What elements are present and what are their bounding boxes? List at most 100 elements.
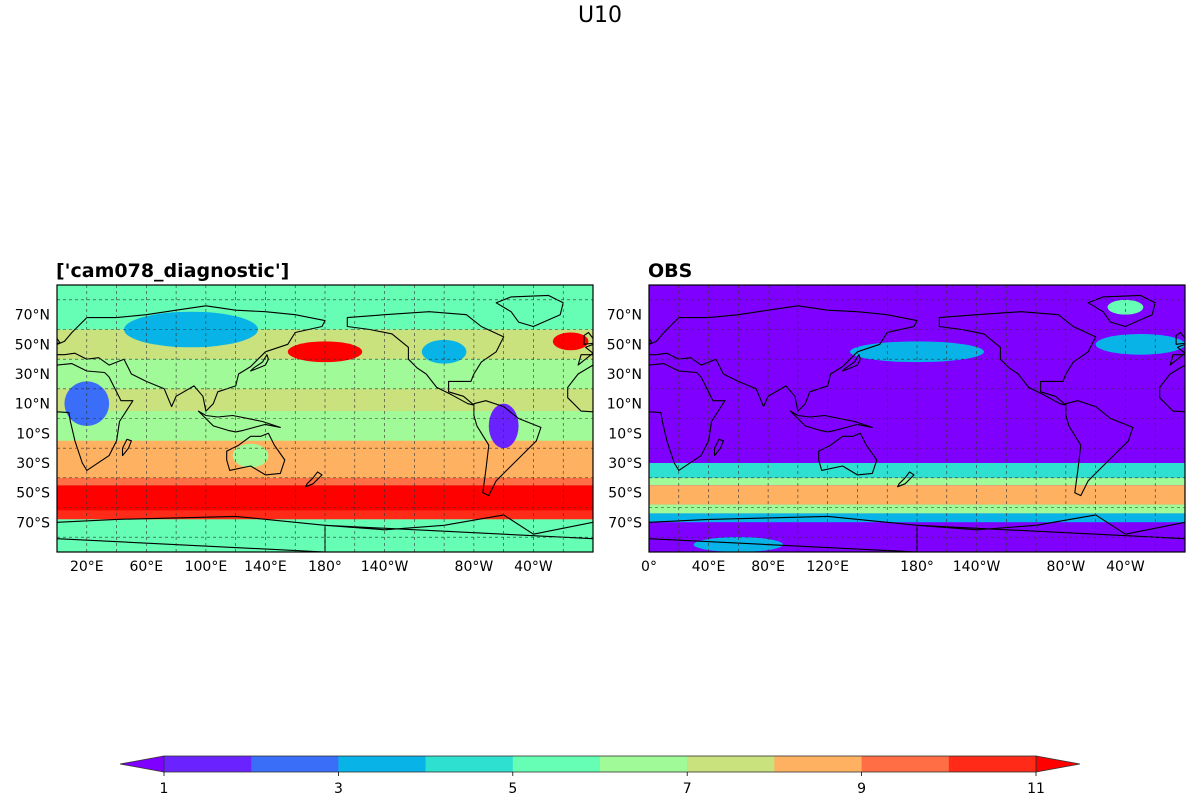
field-band [57, 477, 593, 486]
colorbar-extend-high [1035, 755, 1081, 773]
coastline [57, 363, 134, 471]
coastline [226, 432, 286, 476]
coastline [1087, 294, 1156, 328]
panel-model: ['cam078_diagnostic'] 70°N 50°N 30°N 10°N 10… [0, 260, 594, 575]
colorbar-tick-label: 7 [683, 781, 692, 797]
panel-model-gridlines [57, 285, 593, 552]
lat-tick-label: 70°N [15, 308, 50, 324]
lat-tick-label: 70°N [607, 308, 642, 324]
field-feature [64, 381, 110, 426]
panel-obs-title: OBS [648, 260, 692, 282]
lon-tick-label: 20°E [70, 559, 104, 575]
coastline [649, 305, 918, 412]
lon-tick-label: 40°W [514, 559, 553, 575]
field-feature [1107, 299, 1144, 315]
coastline [57, 305, 326, 412]
lon-tick-label: 140°E [244, 559, 287, 575]
colorbar-segment [861, 756, 950, 772]
lon-tick-label: 80°W [1047, 559, 1086, 575]
panel-model-lon-labels: 20°E 60°E 100°E 140°E 180° 140°W 80°W 40°W [70, 559, 553, 575]
panel-obs-lon-labels: 0° 40°E 80°E 120°E 180° 140°W 80°W 40°W [641, 559, 1145, 575]
lat-tick-label: 50°N [607, 337, 642, 353]
coastline [305, 471, 323, 488]
lat-tick-label: 10°N [15, 397, 50, 413]
colorbar-segment [425, 756, 514, 772]
colorbar-segment [600, 756, 688, 772]
coastline [121, 438, 132, 457]
colorbar-outline [163, 755, 1037, 773]
coastline [649, 363, 726, 471]
colorbar-segment [512, 756, 601, 772]
colorbar-extend-low [119, 755, 165, 773]
coastline [789, 410, 873, 433]
lat-tick-label: 50°S [608, 486, 642, 502]
field-band [649, 477, 1185, 486]
lon-tick-label: 140°W [361, 559, 409, 575]
field-feature [232, 443, 269, 468]
panel-obs-lat-labels: 70°N 50°N 30°N 10°N 10°S 30°S 50°S 70°S [607, 308, 642, 532]
lon-tick-label: 140°W [953, 559, 1001, 575]
coastline [713, 438, 724, 457]
coastline [346, 311, 505, 406]
field-feature [1095, 333, 1185, 355]
coastline [473, 400, 542, 497]
colorbar-tick-label: 1 [160, 781, 169, 797]
colorbar-tick-label: 11 [1027, 781, 1045, 797]
coastline [197, 410, 281, 433]
coastline [842, 354, 861, 372]
lat-tick-label: 30°N [15, 367, 50, 383]
lon-tick-label: 80°E [751, 559, 785, 575]
colorbar-segment [687, 756, 775, 772]
colorbar-segment [338, 756, 427, 772]
colorbar-segment [774, 756, 863, 772]
lon-tick-label: 180° [900, 559, 934, 575]
lon-tick-label: 80°W [455, 559, 494, 575]
field-band [649, 463, 1185, 478]
lon-tick-label: 0° [641, 559, 657, 575]
colorbar-segment [948, 756, 1037, 772]
lon-tick-label: 120°E [806, 559, 849, 575]
lat-tick-label: 10°S [16, 426, 50, 442]
coastline [1065, 400, 1134, 497]
panel-obs-frame [648, 284, 1186, 553]
coastline [938, 311, 1097, 406]
panel-model-lat-labels: 70°N 50°N 30°N 10°N 10°S 30°S 50°S 70°S [15, 308, 50, 532]
coastline [583, 331, 593, 345]
colorbar-tick-label: 5 [508, 781, 517, 797]
panel-model-title: ['cam078_diagnostic'] [56, 260, 289, 282]
lon-tick-label: 100°E [185, 559, 228, 575]
colorbar-tick-label: 9 [857, 781, 866, 797]
panel-obs: OBS 70°N 50°N 30°N 10°N 10°S 30°S 50°S 70°S 0° 4… [607, 260, 1186, 575]
lon-tick-label: 40°E [692, 559, 726, 575]
lon-tick-label: 40°W [1106, 559, 1145, 575]
lat-tick-label: 10°S [608, 426, 642, 442]
lat-tick-label: 50°S [16, 486, 50, 502]
colorbar-segment [164, 756, 252, 772]
lat-tick-label: 30°N [607, 367, 642, 383]
lat-tick-label: 30°S [608, 456, 642, 472]
lat-tick-label: 70°S [608, 515, 642, 531]
lat-tick-label: 70°S [16, 515, 50, 531]
coastline [649, 337, 653, 344]
colorbar-segment [251, 756, 339, 772]
coastline [495, 294, 564, 328]
lon-tick-label: 180° [308, 559, 342, 575]
panel-obs-gridlines [649, 285, 1185, 552]
colorbar: 1 3 5 7 9 11 [119, 755, 1081, 797]
panel-model-frame [56, 284, 594, 553]
coastline [1175, 331, 1185, 345]
figure-title: U10 [578, 3, 622, 28]
lat-tick-label: 10°N [607, 397, 642, 413]
coastline [818, 432, 878, 476]
coastline [0, 401, 5, 496]
field-band [649, 513, 1185, 523]
lon-tick-label: 60°E [129, 559, 163, 575]
coastline [57, 337, 61, 344]
lat-tick-label: 30°S [16, 456, 50, 472]
field-feature [552, 332, 589, 351]
lat-tick-label: 50°N [15, 337, 50, 353]
coastline [250, 354, 269, 372]
field-band [649, 485, 1185, 505]
coastline [897, 471, 915, 488]
